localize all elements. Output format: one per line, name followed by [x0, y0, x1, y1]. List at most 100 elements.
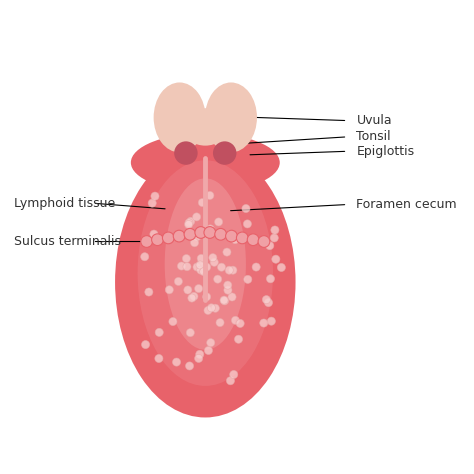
Circle shape	[213, 141, 237, 165]
Circle shape	[196, 261, 204, 269]
Ellipse shape	[164, 178, 246, 350]
Circle shape	[215, 228, 227, 240]
Circle shape	[151, 192, 159, 200]
Circle shape	[214, 275, 222, 283]
Circle shape	[155, 328, 164, 337]
Circle shape	[204, 306, 212, 314]
Circle shape	[173, 230, 185, 242]
Circle shape	[197, 266, 205, 274]
Circle shape	[231, 316, 239, 324]
Circle shape	[260, 319, 268, 327]
Circle shape	[194, 284, 203, 292]
Text: Sulcus terminalis: Sulcus terminalis	[14, 235, 120, 248]
Circle shape	[270, 234, 278, 242]
Circle shape	[243, 220, 252, 228]
Circle shape	[202, 263, 211, 271]
Circle shape	[195, 227, 207, 238]
Circle shape	[141, 253, 149, 261]
Circle shape	[141, 236, 153, 247]
Circle shape	[227, 230, 235, 238]
Text: Tonsil: Tonsil	[356, 130, 391, 143]
Circle shape	[150, 230, 158, 238]
Circle shape	[223, 248, 231, 256]
Circle shape	[152, 234, 164, 246]
Circle shape	[174, 141, 198, 165]
Circle shape	[207, 338, 215, 347]
Circle shape	[218, 263, 226, 271]
Circle shape	[190, 292, 198, 301]
Circle shape	[198, 199, 206, 207]
Ellipse shape	[115, 147, 296, 418]
Circle shape	[224, 286, 232, 294]
Circle shape	[272, 255, 280, 263]
Circle shape	[226, 230, 237, 242]
Circle shape	[209, 254, 217, 262]
Circle shape	[277, 264, 285, 272]
Circle shape	[193, 263, 201, 271]
Circle shape	[220, 296, 228, 304]
Circle shape	[204, 346, 212, 355]
Text: Epiglottis: Epiglottis	[356, 145, 415, 158]
Circle shape	[266, 275, 274, 283]
Circle shape	[267, 317, 275, 325]
Circle shape	[252, 263, 260, 271]
Circle shape	[264, 299, 273, 307]
Circle shape	[173, 358, 181, 366]
Circle shape	[197, 255, 205, 263]
Circle shape	[197, 262, 205, 270]
Text: Uvula: Uvula	[356, 114, 392, 127]
Circle shape	[235, 335, 243, 343]
Circle shape	[193, 233, 201, 241]
Circle shape	[184, 228, 196, 240]
Circle shape	[142, 340, 150, 349]
Circle shape	[192, 213, 201, 221]
Circle shape	[155, 355, 163, 363]
Circle shape	[262, 296, 271, 304]
Circle shape	[244, 275, 252, 283]
Circle shape	[185, 219, 193, 227]
Ellipse shape	[185, 116, 226, 146]
Circle shape	[231, 236, 239, 244]
Ellipse shape	[197, 108, 214, 133]
Circle shape	[237, 232, 248, 244]
Circle shape	[204, 227, 216, 238]
Circle shape	[191, 238, 199, 247]
Ellipse shape	[131, 133, 280, 192]
Circle shape	[182, 255, 191, 263]
Ellipse shape	[205, 82, 257, 153]
Circle shape	[230, 371, 238, 379]
Circle shape	[177, 262, 185, 270]
Circle shape	[188, 294, 196, 302]
Circle shape	[148, 199, 156, 207]
Circle shape	[206, 191, 214, 200]
Circle shape	[206, 225, 214, 233]
Circle shape	[185, 362, 193, 370]
Circle shape	[215, 218, 223, 226]
Circle shape	[225, 266, 233, 274]
Circle shape	[258, 236, 270, 247]
Circle shape	[236, 319, 244, 328]
Circle shape	[228, 293, 236, 301]
Circle shape	[210, 258, 219, 266]
Ellipse shape	[137, 160, 273, 386]
Circle shape	[186, 328, 194, 337]
Circle shape	[242, 204, 250, 212]
Circle shape	[196, 350, 204, 358]
Circle shape	[169, 318, 177, 326]
Circle shape	[174, 277, 182, 285]
Circle shape	[266, 242, 274, 250]
Circle shape	[184, 220, 193, 228]
Circle shape	[211, 304, 219, 312]
Circle shape	[200, 268, 208, 276]
Ellipse shape	[154, 82, 206, 153]
Text: Lymphoid tissue: Lymphoid tissue	[14, 197, 115, 210]
Circle shape	[195, 355, 203, 363]
Circle shape	[227, 377, 235, 385]
Circle shape	[216, 319, 224, 327]
Circle shape	[145, 288, 153, 296]
Circle shape	[187, 217, 195, 226]
Circle shape	[247, 234, 259, 246]
Circle shape	[220, 297, 228, 305]
Circle shape	[224, 281, 232, 289]
Circle shape	[207, 304, 216, 312]
